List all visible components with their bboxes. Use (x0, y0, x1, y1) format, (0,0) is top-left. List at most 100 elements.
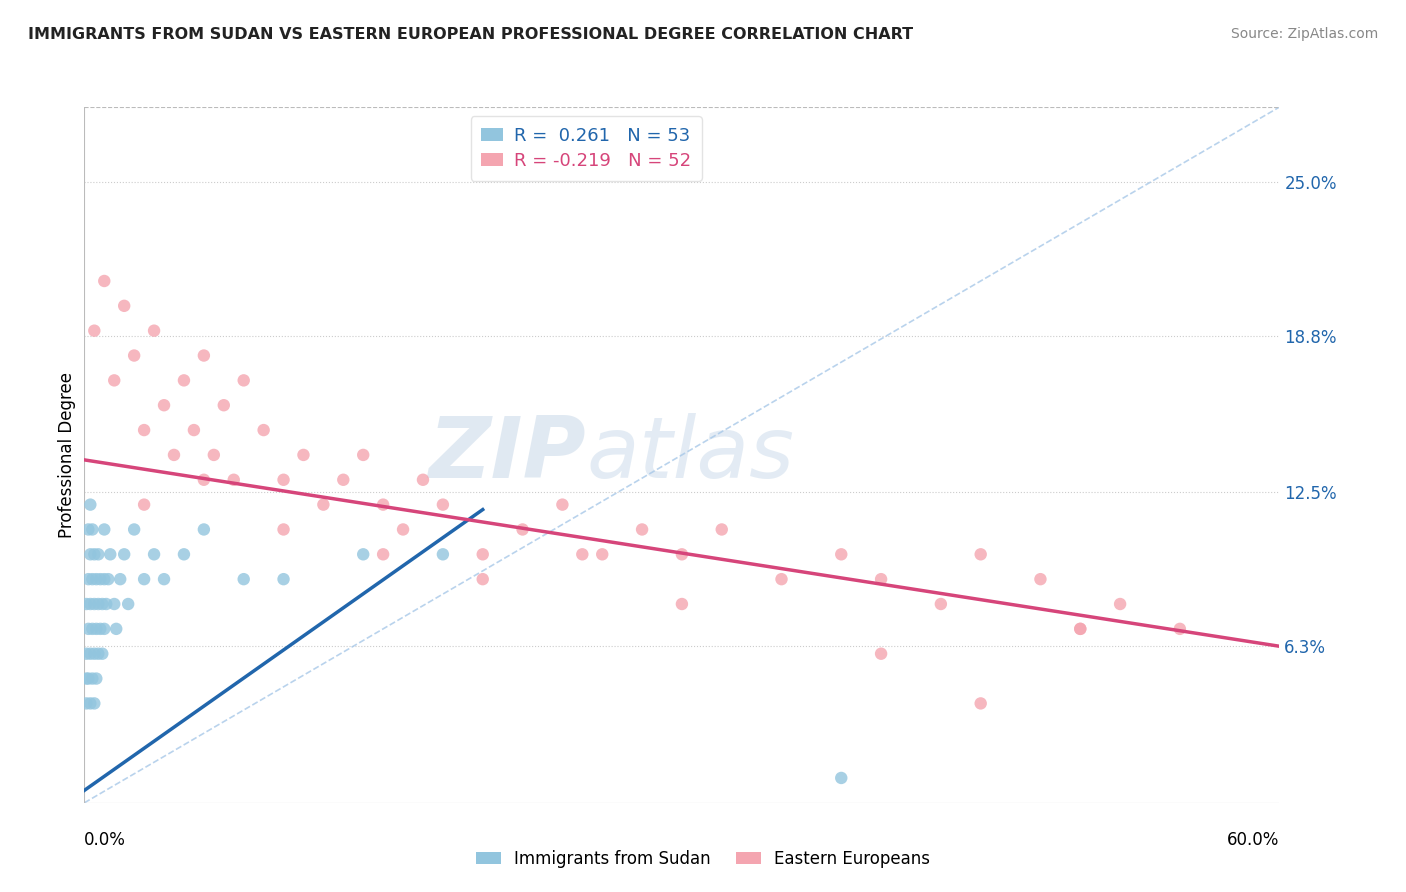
Point (83, 647, 105, 661)
Point (93, 572, 115, 586)
Point (89, 622, 111, 636)
Point (1069, 622, 1091, 636)
Point (112, 299, 135, 313)
Point (929, 597, 952, 611)
Point (77, 523, 100, 537)
Point (83, 697, 105, 711)
Point (82, 672, 104, 686)
Point (79, 498, 101, 512)
Point (91, 597, 114, 611)
Y-axis label: Professional Degree: Professional Degree (58, 372, 76, 538)
Point (163, 448, 186, 462)
Point (77, 672, 100, 686)
Point (87, 647, 110, 661)
Text: IMMIGRANTS FROM SUDAN VS EASTERN EUROPEAN PROFESSIONAL DEGREE CORRELATION CHART: IMMIGRANTS FROM SUDAN VS EASTERN EUROPEA… (28, 27, 914, 42)
Point (82, 572, 104, 586)
Point (93, 622, 115, 636)
Point (1069, 622, 1091, 636)
Point (312, 498, 335, 512)
Point (75, 697, 97, 711)
Point (352, 547, 374, 561)
Point (117, 597, 139, 611)
Point (110, 572, 132, 586)
Point (79, 647, 101, 661)
Legend: R =  0.261   N = 53, R = -0.219   N = 52: R = 0.261 N = 53, R = -0.219 N = 52 (471, 116, 702, 181)
Point (232, 373, 254, 387)
Point (222, 473, 245, 487)
Point (103, 373, 125, 387)
Legend: Immigrants from Sudan, Eastern Europeans: Immigrants from Sudan, Eastern Europeans (470, 844, 936, 875)
Point (79, 697, 101, 711)
Point (970, 697, 993, 711)
Point (352, 448, 374, 462)
Point (870, 572, 893, 586)
Point (870, 647, 893, 661)
Point (83, 597, 105, 611)
Text: ZIP: ZIP (429, 413, 586, 497)
Point (830, 547, 852, 561)
Point (292, 448, 315, 462)
Point (373, 498, 395, 512)
Point (970, 547, 993, 561)
Point (830, 771, 852, 785)
Point (202, 448, 225, 462)
Point (112, 547, 135, 561)
Point (173, 373, 195, 387)
Point (86, 572, 108, 586)
Point (173, 547, 195, 561)
Point (79, 597, 101, 611)
Point (89, 572, 111, 586)
Point (132, 498, 156, 512)
Point (86, 622, 108, 636)
Point (412, 473, 434, 487)
Point (122, 349, 145, 363)
Point (103, 597, 125, 611)
Point (273, 473, 295, 487)
Point (332, 473, 354, 487)
Point (77, 572, 100, 586)
Point (105, 622, 128, 636)
Point (77, 622, 100, 636)
Point (710, 523, 733, 537)
Point (1029, 572, 1052, 586)
Point (273, 572, 295, 586)
Point (75, 672, 97, 686)
Point (75, 597, 97, 611)
Point (82, 523, 104, 537)
Point (143, 547, 166, 561)
Point (193, 473, 215, 487)
Point (83, 547, 105, 561)
Point (432, 498, 454, 512)
Point (75, 647, 97, 661)
Point (83, 324, 105, 338)
Point (82, 622, 104, 636)
Point (551, 498, 574, 512)
Point (132, 572, 156, 586)
Text: atlas: atlas (586, 413, 794, 497)
Point (143, 324, 166, 338)
Point (671, 597, 693, 611)
Point (631, 523, 654, 537)
Text: Source: ZipAtlas.com: Source: ZipAtlas.com (1230, 27, 1378, 41)
Point (471, 547, 494, 561)
Point (193, 523, 215, 537)
Text: 60.0%: 60.0% (1227, 830, 1279, 848)
Point (253, 423, 276, 437)
Point (392, 523, 415, 537)
Point (183, 423, 205, 437)
Point (512, 523, 534, 537)
Point (87, 547, 110, 561)
Point (98, 547, 121, 561)
Point (432, 547, 454, 561)
Point (91, 647, 114, 661)
Point (153, 572, 176, 586)
Text: 0.0%: 0.0% (84, 830, 127, 848)
Point (471, 572, 494, 586)
Point (79, 547, 101, 561)
Point (132, 423, 156, 437)
Point (153, 398, 176, 412)
Point (373, 547, 395, 561)
Point (1109, 597, 1132, 611)
Point (770, 572, 793, 586)
Point (273, 523, 295, 537)
